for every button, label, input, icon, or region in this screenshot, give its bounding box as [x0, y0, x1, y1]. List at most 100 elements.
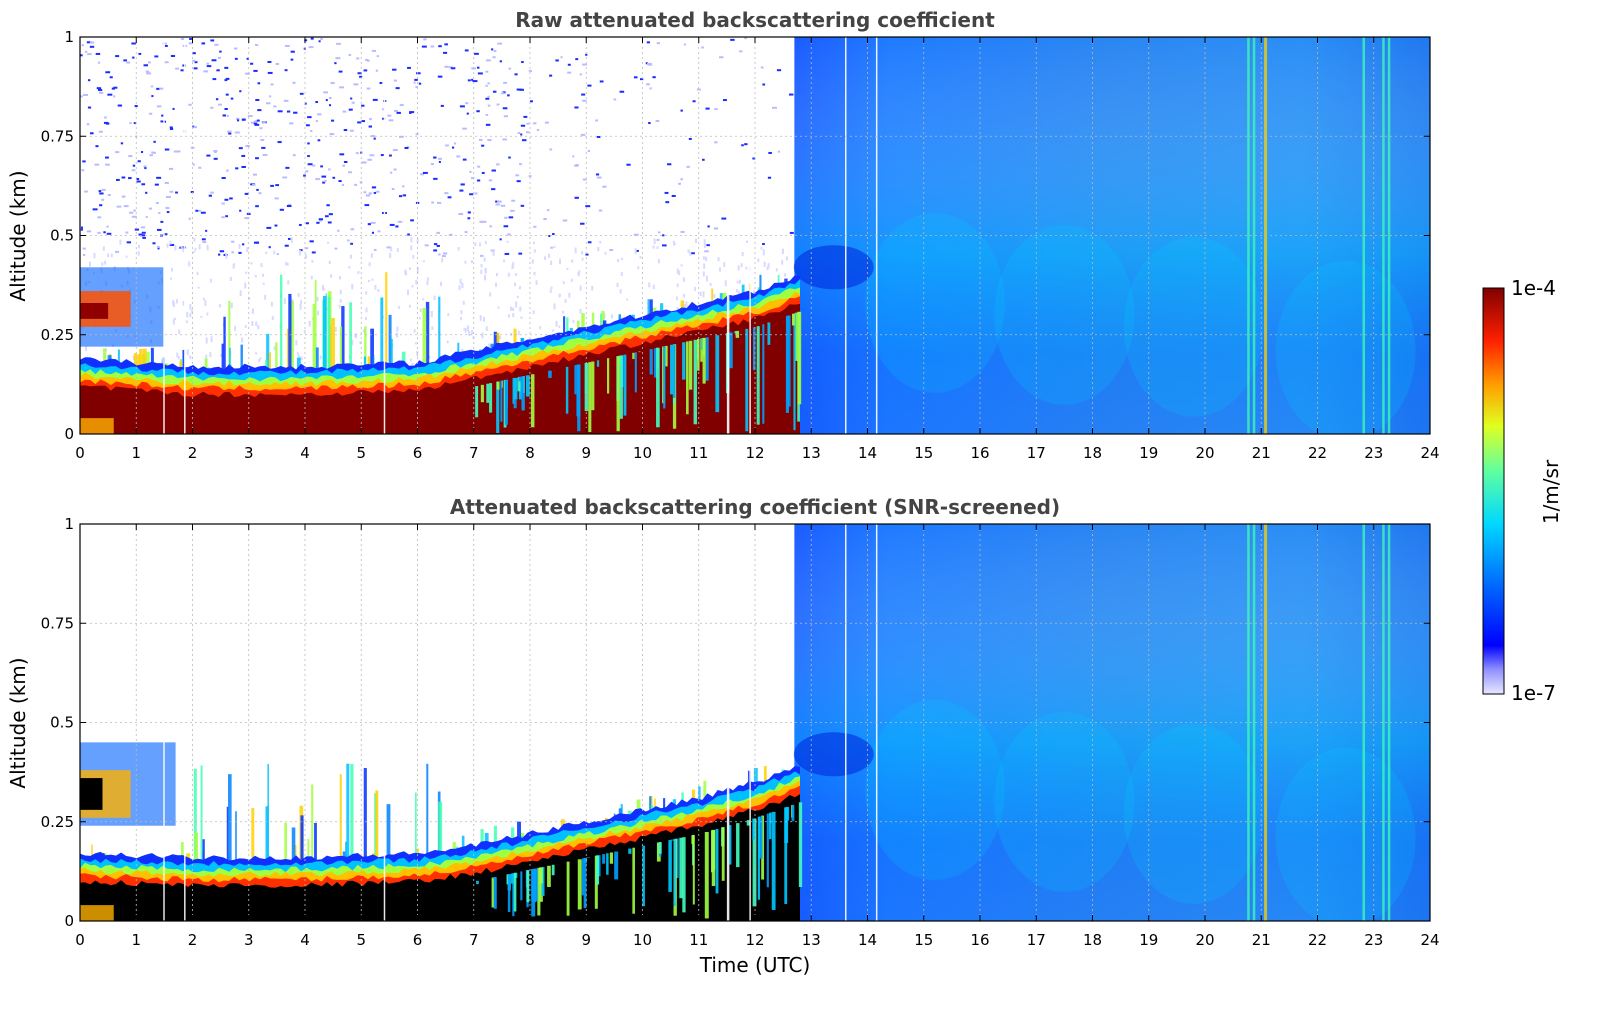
plume-column [228, 774, 232, 886]
noise-speck [234, 57, 238, 60]
noise-speck [175, 191, 178, 194]
noise-speck [317, 113, 322, 116]
noise-speck [672, 240, 675, 246]
noise-speck [334, 62, 337, 65]
noise-speck [307, 163, 313, 166]
noise-speck [305, 222, 309, 225]
noise-speck [290, 50, 295, 53]
noise-speck [109, 76, 113, 79]
noise-speck [502, 107, 508, 110]
noise-speck [174, 244, 177, 251]
noise-speck [235, 167, 239, 170]
noise-speck [694, 238, 697, 244]
mixed-layer-column [632, 352, 635, 360]
noise-speck [639, 78, 644, 81]
noise-speck [357, 121, 362, 124]
mixed-layer-column [673, 838, 676, 906]
noise-speck [489, 225, 493, 228]
noise-speck [485, 97, 490, 100]
noise-speck [260, 138, 265, 141]
noise-speck [310, 37, 314, 40]
mixed-layer-column [551, 864, 555, 876]
noise-speck [479, 242, 482, 247]
noise-speck [193, 237, 196, 242]
noise-speck [285, 166, 290, 169]
mixed-layer-column [649, 349, 653, 375]
noise-speck [676, 283, 679, 288]
noise-speck [572, 320, 575, 323]
noise-speck [111, 87, 115, 90]
noise-speck [424, 244, 429, 247]
noise-speck [216, 69, 220, 72]
noise-speck [468, 330, 471, 337]
noise-speck [706, 244, 710, 247]
mixed-layer-column [673, 344, 676, 398]
noise-speck [714, 108, 718, 111]
noise-speck [168, 167, 174, 170]
noise-speck [347, 239, 350, 242]
noise-speck [218, 253, 221, 256]
noise-speck [574, 106, 579, 109]
noise-speck [388, 119, 394, 122]
noise-speck [308, 320, 311, 327]
noise-speck [348, 171, 352, 174]
noise-speck [354, 183, 358, 186]
noise-speck [176, 352, 179, 358]
noise-speck [692, 100, 696, 103]
plume-column [383, 272, 388, 392]
noise-speck [214, 43, 219, 46]
noise-speck [117, 104, 123, 107]
noise-speck [705, 107, 710, 110]
fog-plume [1275, 260, 1416, 434]
noise-speck [382, 315, 385, 319]
noise-speck [458, 212, 464, 215]
noise-speck [549, 74, 553, 77]
noise-speck [339, 299, 342, 303]
noise-speck [508, 216, 514, 219]
noise-speck [335, 57, 341, 60]
noise-speck [180, 69, 184, 72]
noise-speck [145, 70, 150, 73]
x-tick-label: 9 [581, 444, 591, 462]
noise-speck [257, 82, 261, 85]
noise-speck [464, 260, 467, 264]
x-tick-label: 15 [914, 931, 933, 949]
noise-speck [195, 209, 199, 212]
noise-speck [336, 42, 341, 45]
x-tick-label: 23 [1364, 444, 1383, 462]
noise-speck [516, 295, 519, 299]
noise-speck [339, 153, 345, 156]
noise-speck [256, 119, 260, 122]
noise-speck [591, 285, 594, 291]
noise-speck [305, 170, 309, 173]
mixed-layer-column [476, 880, 479, 885]
noise-speck [694, 286, 697, 291]
noise-speck [788, 93, 794, 96]
noise-speck [391, 187, 395, 190]
plume-column [363, 768, 367, 884]
noise-speck [585, 253, 589, 256]
noise-speck [323, 288, 326, 291]
x-axis-raw: 0 1 2 3 4 5 6 7 8 9 10 11 12 13 14 15 16 17 18 19 20 21 22 23 24 [75, 37, 1440, 462]
noise-speck [582, 99, 587, 102]
noise-speck [683, 304, 686, 307]
noise-speck [571, 259, 574, 263]
noise-speck [493, 50, 497, 53]
vertical-streak [1362, 524, 1365, 921]
noise-speck [284, 244, 289, 247]
noise-speck [517, 330, 520, 336]
noise-speck [253, 122, 258, 125]
noise-speck [359, 75, 363, 78]
noise-speck [188, 217, 191, 220]
noise-speck [254, 123, 260, 126]
noise-speck [330, 82, 335, 85]
x-tick-label: 16 [970, 931, 989, 949]
noise-speck [409, 111, 415, 114]
x-tick-label: 1 [131, 931, 141, 949]
plume-column [341, 306, 345, 394]
noise-speck [134, 105, 138, 108]
noise-speck [373, 137, 376, 140]
noise-speck [426, 280, 429, 286]
noise-speck [546, 209, 550, 212]
noise-speck [172, 319, 175, 325]
